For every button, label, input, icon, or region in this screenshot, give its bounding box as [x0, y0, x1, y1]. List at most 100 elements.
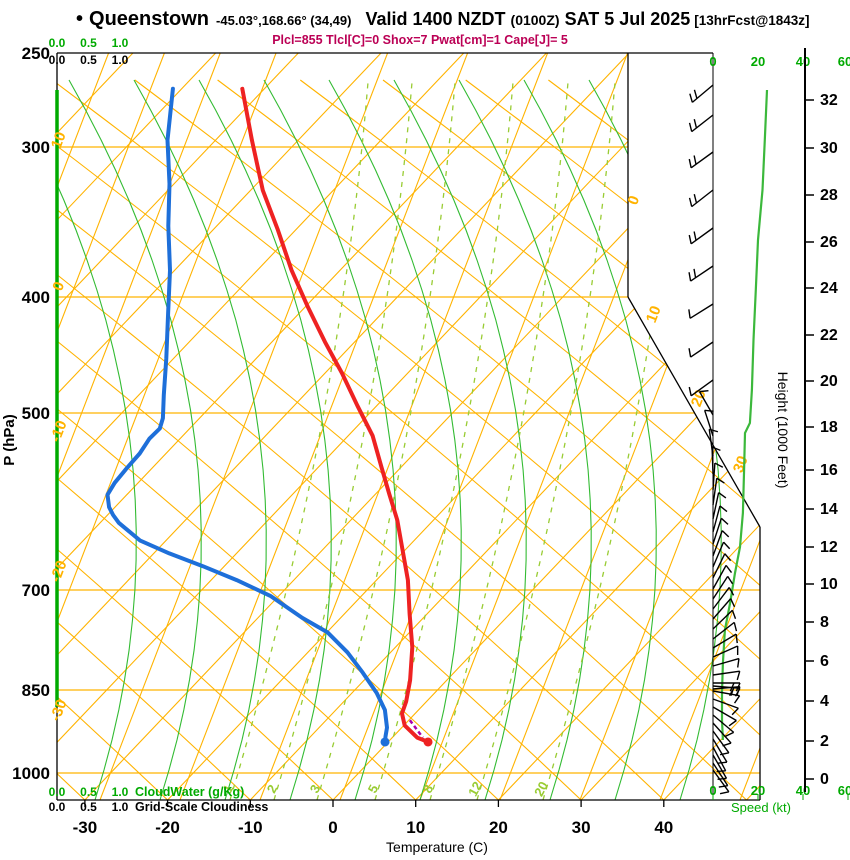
wind-barb — [691, 84, 714, 103]
speed-tick-label: 0 — [709, 783, 716, 798]
temperature-tick-label: 40 — [654, 818, 673, 837]
cloud-scale-tick: 0.0 — [49, 800, 66, 814]
wind-barb — [690, 341, 714, 358]
isotherm-label-right: 30 — [730, 454, 752, 476]
wind-barb — [712, 754, 728, 779]
speed-tick-label: 20 — [751, 54, 765, 69]
wind-barb — [712, 698, 739, 709]
wind-barb-feather — [699, 389, 709, 393]
station-bullet-icon: • — [76, 8, 84, 30]
temperature-tick-label: -10 — [238, 818, 263, 837]
wind-barb-feather — [688, 197, 693, 207]
cloudwater-axis-title: CloudWater (g/Kg) — [135, 785, 244, 799]
speed-tick-label: 40 — [796, 783, 810, 798]
height-tick-label: 6 — [820, 653, 829, 670]
pressure-tick-label: 250 — [22, 44, 50, 63]
wind-barb-feather — [736, 671, 741, 681]
wind-barb — [712, 505, 721, 533]
cloud-scale-tick: 0.5 — [80, 36, 97, 50]
wind-barb — [712, 492, 720, 520]
height-tick-label: 12 — [820, 539, 838, 556]
temperature-tick-label: 20 — [489, 818, 508, 837]
wind-barb — [712, 609, 733, 630]
isotherm-label-right: 0 — [624, 193, 643, 207]
wind-barb-feather — [721, 530, 730, 538]
pressure-tick-label: 500 — [22, 404, 50, 423]
wind-barb — [712, 518, 723, 545]
height-tick-label: 14 — [820, 501, 838, 518]
mixing-ratio-label: 2 — [264, 782, 281, 795]
wind-barb — [712, 553, 726, 579]
wind-barb — [689, 303, 714, 319]
wind-barb — [712, 762, 729, 787]
wind-barb — [712, 714, 735, 733]
cloud-scale-tick: 1.0 — [112, 36, 129, 50]
valid-time-utc: (0100Z) — [510, 12, 560, 28]
cloud-scale-tick: 0.5 — [80, 800, 97, 814]
temperature-tick-label: 10 — [406, 818, 425, 837]
pressure-axis-title: P (hPa) — [1, 414, 18, 465]
wind-barb — [712, 670, 740, 676]
valid-time: Valid 1400 NZDT — [365, 9, 506, 29]
surface-dewpoint-dot — [380, 737, 390, 747]
wind-barb-feather — [688, 309, 691, 319]
isotherm-label-right: 20 — [688, 388, 710, 410]
wind-barb — [711, 446, 714, 475]
wind-barb — [712, 530, 723, 557]
wind-barb — [712, 769, 730, 793]
speed-tick-label: 60 — [838, 783, 850, 798]
wind-barb-feather — [693, 268, 697, 278]
chart-title: • Queenstown -45.03°,168.66° (34,49) Valid … — [0, 8, 850, 36]
height-axis-title: Height (1000 Feet) — [775, 372, 791, 489]
valid-date: SAT 5 Jul 2025 — [564, 9, 691, 29]
height-tick-label: 24 — [820, 280, 838, 297]
cloud-scale-tick: 0.0 — [49, 53, 66, 67]
cloudwater-scale-bottom: 0.0 0.5 1.0 — [49, 785, 129, 799]
cloud-scale-tick: 0.5 — [80, 785, 97, 799]
isotherm-label-left: 10 — [48, 130, 70, 152]
dewpoint-curve — [105, 86, 389, 744]
cloudiness-scale-bottom: 0.0 0.5 1.0 — [49, 800, 129, 814]
wind-barb-feather — [714, 462, 724, 468]
surface-temperature-dot — [423, 737, 433, 747]
wind-barb — [703, 410, 714, 437]
cloudwater-scale-top: 0.0 0.5 1.0 — [49, 36, 129, 50]
wind-barb — [690, 151, 714, 169]
mixing-ratio-label: 12 — [465, 779, 485, 799]
wind-barb-feather — [716, 477, 725, 484]
wind-barb-feather — [718, 492, 727, 499]
wind-barb — [712, 657, 740, 667]
wind-barb-feather — [693, 89, 698, 99]
wind-barb-feather — [704, 409, 714, 412]
wind-barb-feather — [688, 348, 692, 358]
wind-barb-feather — [737, 658, 740, 668]
wind-barb-feather — [720, 517, 729, 525]
wind-barb-feather — [735, 634, 738, 644]
wind-barb-feather — [688, 158, 692, 169]
wind-barb-feather — [733, 622, 738, 632]
wind-barb — [690, 265, 714, 282]
background-grid — [57, 53, 760, 800]
wind-barb — [712, 575, 729, 600]
station-name: Queenstown — [89, 8, 210, 30]
wind-barb — [712, 541, 725, 568]
height-tick-label: 0 — [820, 771, 829, 788]
mixing-ratio-lines — [229, 79, 682, 800]
isotherm-label-left: -20 — [47, 558, 71, 584]
wind-barb — [712, 598, 732, 620]
station-coordinates: -45.03°,168.66° (34,49) — [216, 13, 352, 28]
wind-barb — [712, 633, 737, 649]
wind-barb — [712, 587, 730, 610]
temperature-axis-title: Temperature (C) — [386, 839, 488, 855]
height-tick-label: 28 — [820, 187, 838, 204]
wind-barb-feather — [725, 731, 734, 737]
wind-barb-feather — [731, 610, 737, 619]
wind-barb — [712, 685, 740, 690]
isotherm-label-left: -30 — [47, 697, 71, 723]
pressure-tick-label: 700 — [22, 581, 50, 600]
wind-barb-feather — [719, 791, 730, 795]
wind-barb — [690, 227, 714, 245]
